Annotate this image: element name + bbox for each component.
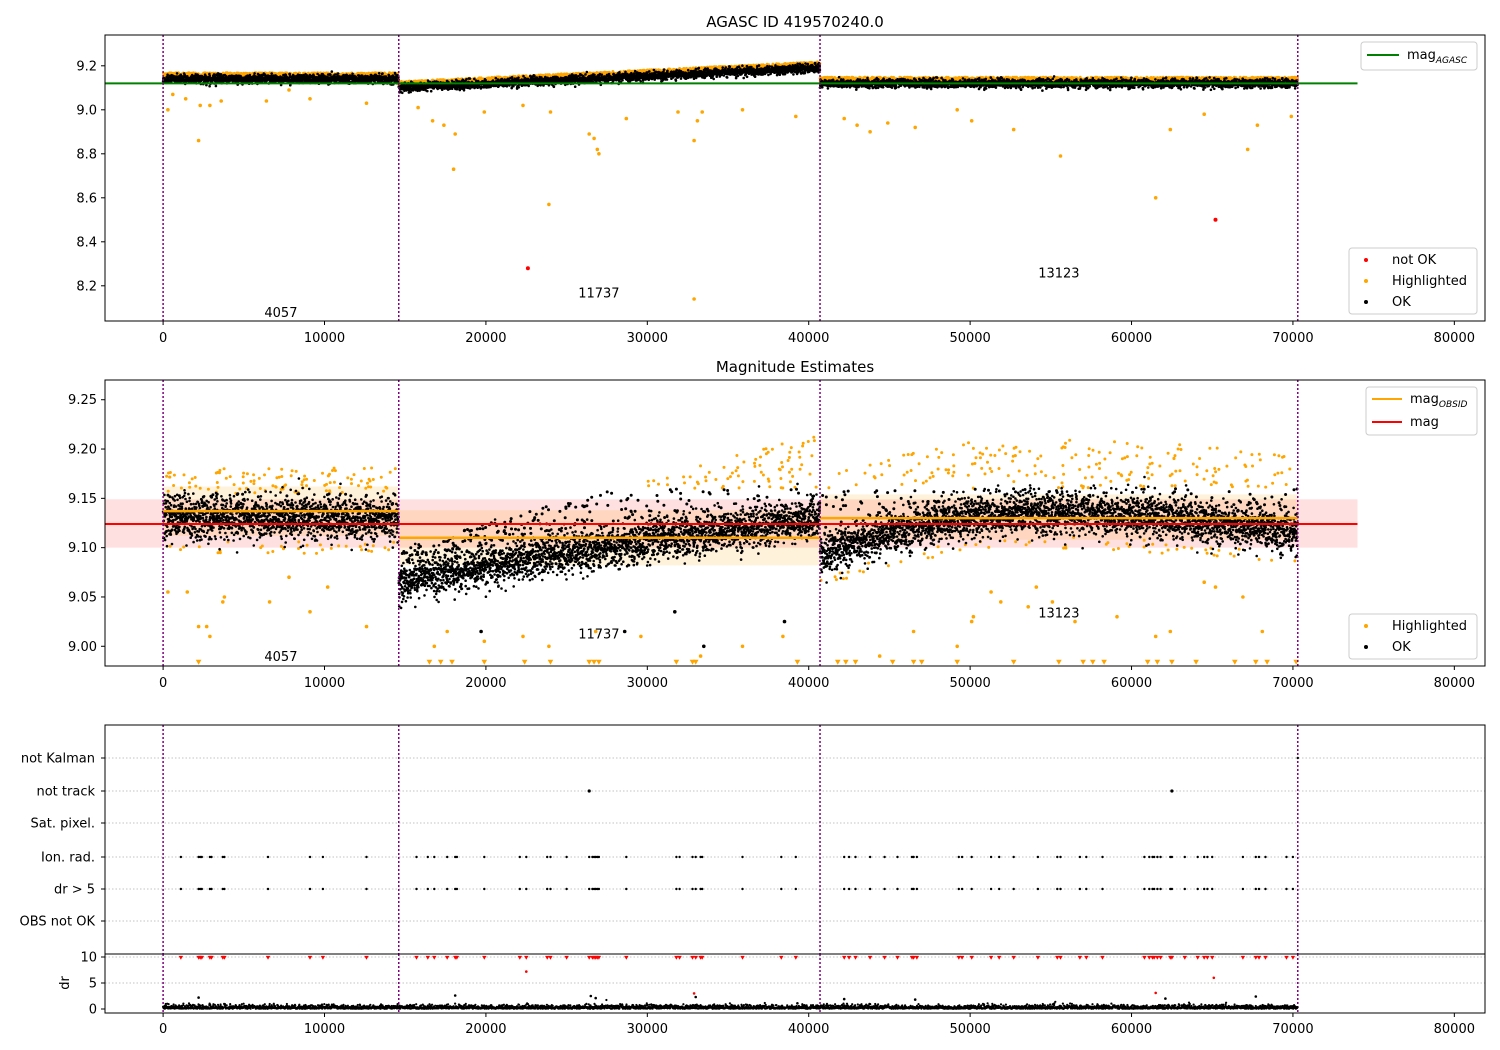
ok-point [214,84,218,88]
ok-point [208,84,211,88]
ok-point [253,72,256,75]
highlighted-point [479,76,483,80]
agasc-plot-area [105,35,1358,321]
ok-point [175,72,179,75]
highlighted-point [307,71,310,75]
ok-point [208,74,212,78]
ok-point [270,72,274,75]
agasc-panel: AGASC ID 419570240.0 0 10000 20000 30000 400… [76,13,1486,346]
ok-point [219,73,223,76]
agasc-panel-title: AGASC ID 419570240.0 [706,13,884,31]
ok-point [166,73,169,76]
